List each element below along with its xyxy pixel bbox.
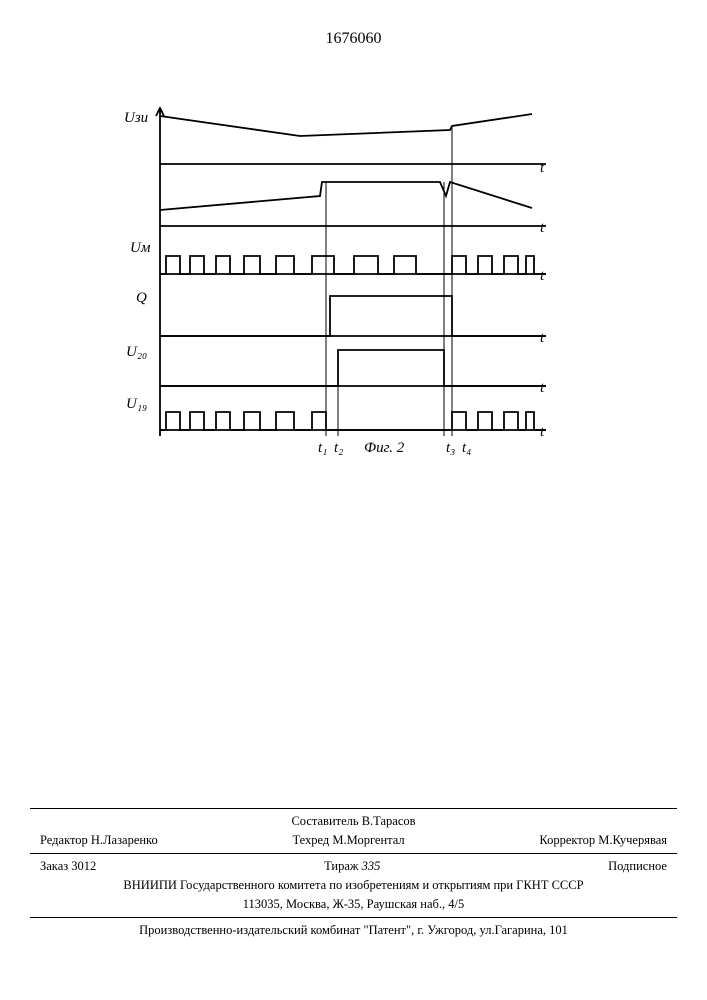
timing-diagram: Uзи t t Uм t Qt U₂₀ t U₁₉ t t₁ t₂ t₃ t₄ Фиг. 2 — [120, 100, 550, 460]
svg-text:t: t — [540, 424, 545, 440]
svg-text:t: t — [540, 380, 545, 396]
svg-text:U₁₉: U₁₉ — [126, 396, 147, 412]
svg-text:t: t — [540, 268, 545, 284]
tirage: Тираж 335 — [324, 859, 380, 874]
prod-line: Производственно-издательский комбинат "П… — [30, 921, 677, 940]
editor: Редактор Н.Лазаренко — [40, 833, 158, 848]
subscription: Подписное — [608, 859, 667, 874]
svg-text:t: t — [540, 160, 545, 176]
svg-text:t₂: t₂ — [334, 440, 343, 456]
svg-text:Фиг. 2: Фиг. 2 — [364, 440, 405, 456]
svg-text:U₂₀: U₂₀ — [126, 344, 147, 360]
svg-text:t: t — [540, 220, 545, 236]
svg-text:t₄: t₄ — [462, 440, 471, 456]
svg-text:Uм: Uм — [130, 240, 151, 256]
svg-text:Uзи: Uзи — [124, 110, 148, 126]
svg-text:t₁: t₁ — [318, 440, 327, 456]
corrector: Корректор М.Кучерявая — [539, 833, 667, 848]
page-number: 1676060 — [0, 30, 707, 48]
order-number: Заказ 3012 — [40, 859, 96, 874]
svg-text:Q: Q — [136, 290, 147, 306]
addr-line: 113035, Москва, Ж-35, Раушская наб., 4/5 — [30, 895, 677, 914]
org-line: ВНИИПИ Государственного комитета по изоб… — [30, 876, 677, 895]
footer-block: Составитель В.Тарасов Редактор Н.Лазарен… — [30, 805, 677, 940]
svg-text:t: t — [540, 330, 545, 346]
techred: Техред М.Моргентал — [292, 833, 404, 848]
svg-text:t₃: t₃ — [446, 440, 455, 456]
compiler: Составитель В.Тарасов — [30, 812, 677, 831]
